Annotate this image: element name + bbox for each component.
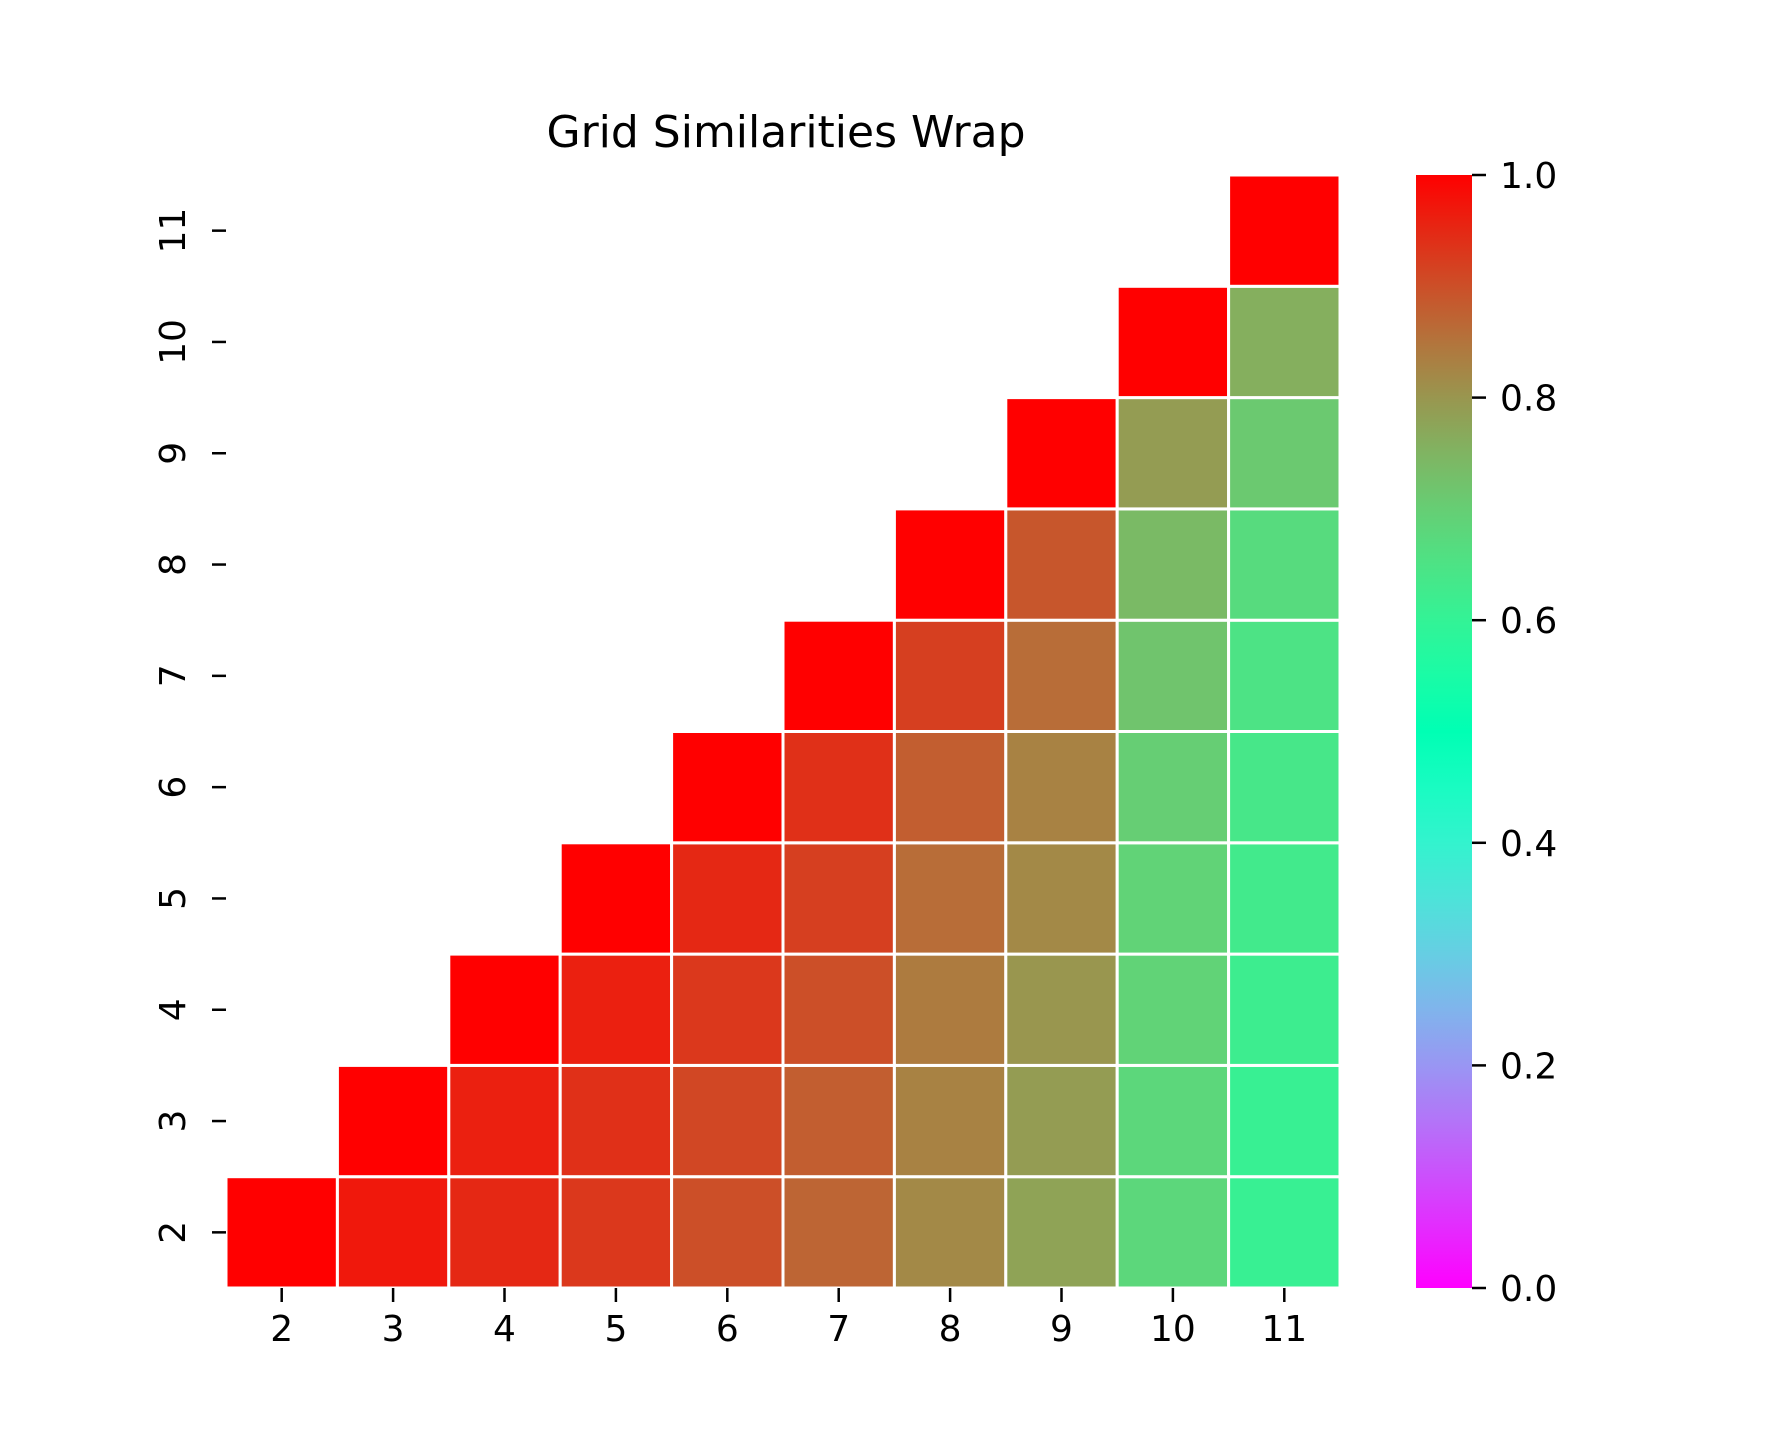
x-tick-label-2: 2 xyxy=(270,1309,293,1350)
colorbar-tick-label-0.6: 0.6 xyxy=(1500,601,1557,642)
y-axis: 2 3 4 5 6 7 8 9 10 11 xyxy=(153,208,226,1244)
x-tick-label-3: 3 xyxy=(382,1309,405,1350)
heatmap-cell-2-5 xyxy=(558,1175,674,1290)
x-tick-label-4: 4 xyxy=(493,1309,516,1350)
heatmap-cell-7-11 xyxy=(1227,618,1342,734)
y-tick-label-7: 7 xyxy=(153,664,194,687)
heatmap-cell-6-6 xyxy=(670,730,785,845)
heatmap-cell-6-8 xyxy=(892,730,1008,845)
heatmap-cell-3-5 xyxy=(558,1063,674,1179)
heatmap-cell-2-10 xyxy=(1115,1175,1231,1290)
heatmap-cell-10-10 xyxy=(1115,284,1231,400)
x-tick-label-6: 6 xyxy=(716,1309,739,1350)
heatmap-cell-9-11 xyxy=(1227,396,1342,511)
colorbar-tick-label-0.4: 0.4 xyxy=(1500,824,1557,865)
heatmap-cell-8-11 xyxy=(1227,507,1342,622)
heatmap-cell-4-5 xyxy=(558,952,674,1067)
x-tick-label-8: 8 xyxy=(939,1309,962,1350)
heatmap-cell-4-4 xyxy=(447,952,562,1067)
heatmap-cell-4-11 xyxy=(1227,952,1342,1067)
heatmap-cell-11-11 xyxy=(1227,173,1342,288)
heatmap-cell-3-11 xyxy=(1227,1063,1342,1179)
y-tick-label-5: 5 xyxy=(153,887,194,910)
heatmap-cell-3-3 xyxy=(335,1063,451,1179)
x-tick-label-10: 10 xyxy=(1150,1309,1196,1350)
x-axis: 2 3 4 5 6 7 8 9 10 11 xyxy=(270,1288,1307,1350)
heatmap-cell-3-6 xyxy=(670,1063,785,1179)
heatmap-cell-5-5 xyxy=(558,841,674,956)
heatmap-cell-10-11 xyxy=(1227,284,1342,400)
y-tick-label-11: 11 xyxy=(153,208,194,254)
y-tick-label-6: 6 xyxy=(153,776,194,799)
heatmap-cell-8-10 xyxy=(1115,507,1231,622)
heatmap-cell-5-10 xyxy=(1115,841,1231,956)
heatmap-cell-4-8 xyxy=(892,952,1008,1067)
y-tick-label-2: 2 xyxy=(153,1221,194,1244)
heatmap-cell-6-9 xyxy=(1004,730,1119,845)
heatmap-cell-3-7 xyxy=(781,1063,896,1179)
colorbar-bar xyxy=(1416,175,1472,1288)
chart-title: Grid Similarities Wrap xyxy=(546,107,1025,158)
x-tick-label-9: 9 xyxy=(1050,1309,1073,1350)
y-tick-label-9: 9 xyxy=(153,442,194,465)
heatmap-cell-7-8 xyxy=(892,618,1008,734)
heatmap-cell-2-9 xyxy=(1004,1175,1119,1290)
heatmap-cell-6-7 xyxy=(781,730,896,845)
heatmap-cell-5-7 xyxy=(781,841,896,956)
heatmap-cell-7-7 xyxy=(781,618,896,734)
heatmap-cell-2-4 xyxy=(447,1175,562,1290)
heatmap-cell-8-9 xyxy=(1004,507,1119,622)
colorbar-tick-label-0.8: 0.8 xyxy=(1500,379,1557,420)
x-tick-label-5: 5 xyxy=(604,1309,627,1350)
heatmap-cell-9-9 xyxy=(1004,396,1119,511)
heatmap-cell-2-2 xyxy=(224,1175,339,1290)
heatmap-cell-5-9 xyxy=(1004,841,1119,956)
heatmap-cell-6-11 xyxy=(1227,730,1342,845)
heatmap-cell-3-8 xyxy=(892,1063,1008,1179)
heatmap-cell-9-10 xyxy=(1115,396,1231,511)
x-tick-label-11: 11 xyxy=(1261,1309,1307,1350)
y-tick-label-8: 8 xyxy=(153,553,194,576)
colorbar-tick-label-0.2: 0.2 xyxy=(1500,1046,1557,1087)
heatmap-cell-2-6 xyxy=(670,1175,785,1290)
x-tick-label-7: 7 xyxy=(827,1309,850,1350)
y-tick-label-4: 4 xyxy=(153,998,194,1021)
heatmap-cell-3-4 xyxy=(447,1063,562,1179)
heatmap-cell-6-10 xyxy=(1115,730,1231,845)
heatmap-cell-7-10 xyxy=(1115,618,1231,734)
heatmap-cells xyxy=(224,173,1342,1290)
heatmap-cell-4-9 xyxy=(1004,952,1119,1067)
heatmap-cell-5-8 xyxy=(892,841,1008,956)
heatmap-cell-3-10 xyxy=(1115,1063,1231,1179)
y-tick-label-10: 10 xyxy=(153,319,194,365)
colorbar: 0.0 0.2 0.4 0.6 0.8 1.0 xyxy=(1416,156,1557,1310)
heatmap-cell-7-9 xyxy=(1004,618,1119,734)
heatmap-cell-5-6 xyxy=(670,841,785,956)
heatmap-cell-2-3 xyxy=(335,1175,451,1290)
y-tick-label-3: 3 xyxy=(153,1110,194,1133)
heatmap-cell-4-7 xyxy=(781,952,896,1067)
colorbar-tick-label-1.0: 1.0 xyxy=(1500,156,1557,197)
heatmap-cell-2-8 xyxy=(892,1175,1008,1290)
heatmap-cell-4-6 xyxy=(670,952,785,1067)
heatmap-cell-4-10 xyxy=(1115,952,1231,1067)
heatmap-cell-3-9 xyxy=(1004,1063,1119,1179)
heatmap-cell-5-11 xyxy=(1227,841,1342,956)
heatmap-cell-2-7 xyxy=(781,1175,896,1290)
colorbar-tick-label-0.0: 0.0 xyxy=(1500,1269,1557,1310)
heatmap-cell-2-11 xyxy=(1227,1175,1342,1290)
heatmap-cell-8-8 xyxy=(892,507,1008,622)
